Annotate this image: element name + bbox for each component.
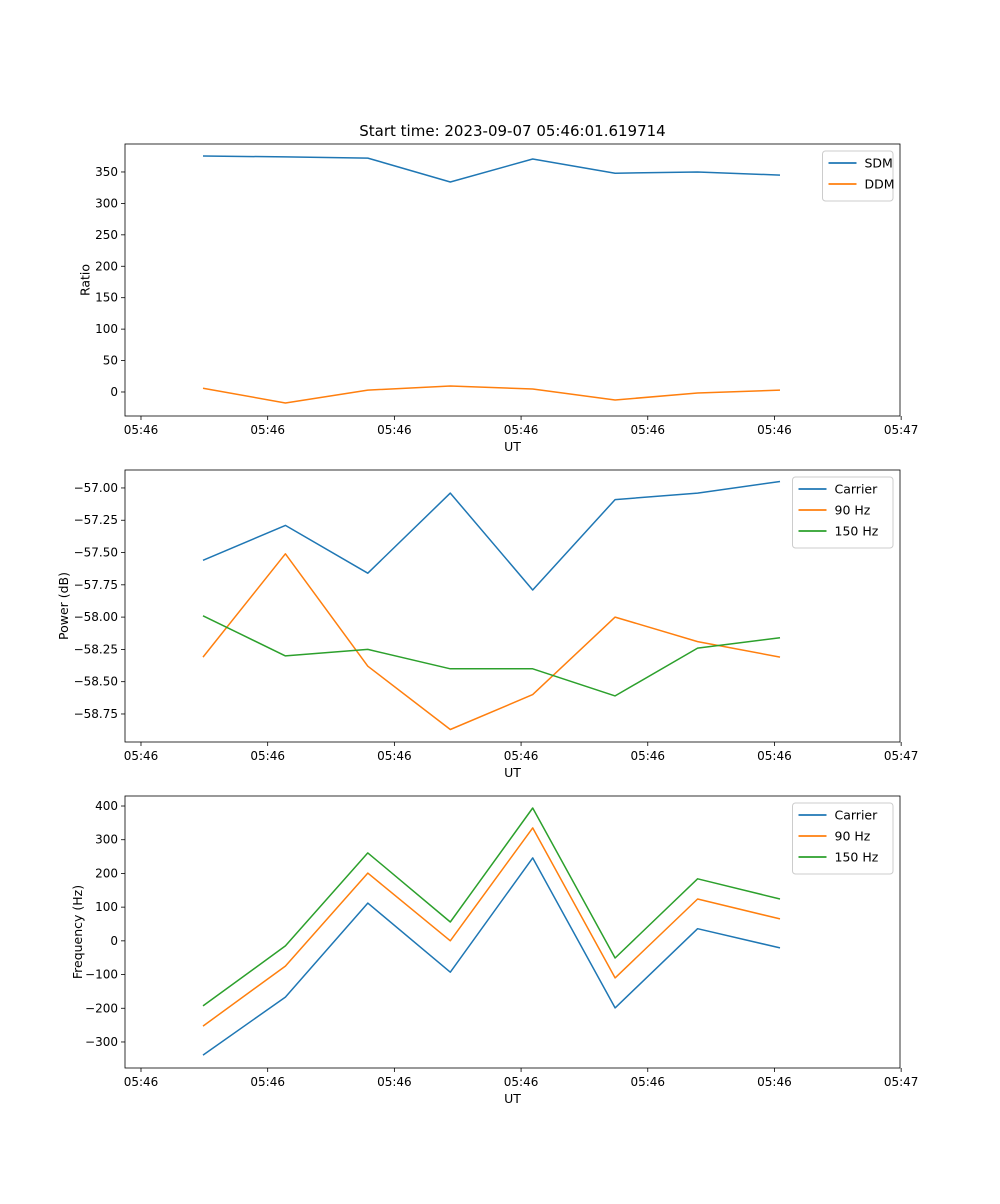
- x-tick-label: 05:46: [504, 749, 539, 763]
- x-tick-label: 05:46: [630, 749, 665, 763]
- y-tick-label: 200: [95, 866, 118, 880]
- x-axis-label: UT: [504, 765, 521, 780]
- legend-label: Carrier: [835, 808, 879, 823]
- axes-frame: [124, 469, 901, 743]
- chart-1: 05:46 05:46 05:46 05:46 05:46 05:46 05:47 0 50 10…: [77, 122, 918, 454]
- legend: SDM DDM: [822, 150, 895, 202]
- x-tick-label: 05:46: [377, 1075, 412, 1089]
- legend-label: SDM: [865, 156, 893, 171]
- y-tick-label: 300: [95, 196, 118, 210]
- y-tick-label: 400: [95, 799, 118, 813]
- x-axis-label: UT: [504, 1091, 521, 1106]
- x-tick-label: 05:46: [124, 1075, 159, 1089]
- x-tick-label: 05:46: [504, 423, 539, 437]
- y-tick-label: 100: [95, 900, 118, 914]
- legend-label: Carrier: [835, 482, 879, 497]
- x-tick-label: 05:47: [884, 423, 919, 437]
- y-axis-label: Power (dB): [56, 572, 71, 640]
- series-line-90-hz: [202, 553, 781, 731]
- y-tick-label: −57.00: [74, 481, 118, 495]
- legend-label: DDM: [865, 177, 895, 192]
- y-tick-label: −58.50: [74, 675, 118, 689]
- y-tick-label: 350: [95, 165, 118, 179]
- x-tick-label: 05:46: [757, 1075, 792, 1089]
- y-tick-label: 150: [95, 291, 118, 305]
- chart-title: Start time: 2023-09-07 05:46:01.619714: [359, 122, 665, 140]
- series-line-150-hz: [202, 615, 781, 697]
- y-tick-label: −200: [85, 1001, 118, 1015]
- x-tick-label: 05:46: [757, 749, 792, 763]
- chart-2: 05:46 05:46 05:46 05:46 05:46 05:46 05:47 −58.7…: [56, 469, 919, 780]
- y-tick-label: −300: [85, 1035, 118, 1049]
- legend-label: 150 Hz: [835, 850, 879, 865]
- y-tick-label: −100: [85, 968, 118, 982]
- legend-label: 90 Hz: [835, 829, 871, 844]
- series-line-carrier: [202, 480, 781, 591]
- x-tick-label: 05:46: [504, 1075, 539, 1089]
- y-tick-label: −58.25: [74, 642, 118, 656]
- legend: Carrier 90 Hz 150 Hz: [792, 802, 894, 875]
- legend: Carrier 90 Hz 150 Hz: [792, 476, 894, 549]
- y-tick-label: 0: [110, 934, 118, 948]
- series-line-ddm: [202, 385, 781, 404]
- x-tick-label: 05:46: [377, 423, 412, 437]
- y-tick-label: −57.75: [74, 578, 118, 592]
- x-tick-label: 05:46: [124, 423, 159, 437]
- series-line-150-hz: [202, 807, 781, 1007]
- y-tick-label: −58.00: [74, 610, 118, 624]
- x-tick-label: 05:46: [250, 1075, 285, 1089]
- x-tick-label: 05:46: [757, 423, 792, 437]
- series-line-carrier: [202, 857, 781, 1056]
- axes-frame: [124, 143, 901, 417]
- x-tick-label: 05:46: [630, 1075, 665, 1089]
- x-axis-label: UT: [504, 439, 521, 454]
- y-tick-label: 300: [95, 833, 118, 847]
- x-tick-label: 05:47: [884, 1075, 919, 1089]
- x-tick-label: 05:46: [250, 423, 285, 437]
- x-tick-label: 05:46: [630, 423, 665, 437]
- y-tick-label: −57.50: [74, 546, 118, 560]
- y-axis-label: Frequency (Hz): [70, 885, 85, 979]
- series-line-90-hz: [202, 827, 781, 1027]
- y-tick-label: 200: [95, 259, 118, 273]
- y-tick-label: −58.75: [74, 707, 118, 721]
- y-tick-label: 100: [95, 322, 118, 336]
- chart-3: 05:46 05:46 05:46 05:46 05:46 05:46 05:47 −300 −…: [70, 795, 919, 1106]
- y-tick-label: 0: [110, 385, 118, 399]
- series-line-sdm: [202, 155, 781, 183]
- legend-label: 150 Hz: [835, 524, 879, 539]
- axes-frame: [124, 795, 901, 1069]
- legend-label: 90 Hz: [835, 503, 871, 518]
- y-axis-label: Ratio: [77, 264, 92, 296]
- x-tick-label: 05:46: [377, 749, 412, 763]
- x-tick-label: 05:46: [124, 749, 159, 763]
- y-tick-label: −57.25: [74, 513, 118, 527]
- y-tick-label: 250: [95, 228, 118, 242]
- y-tick-label: 50: [103, 354, 118, 368]
- x-tick-label: 05:47: [884, 749, 919, 763]
- x-tick-label: 05:46: [250, 749, 285, 763]
